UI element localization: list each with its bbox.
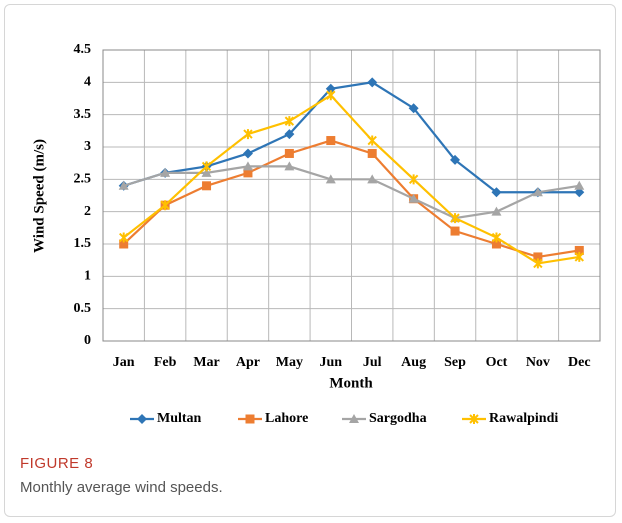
marker: [469, 414, 479, 424]
y-axis-label: Wind Speed (m/s): [31, 139, 47, 253]
marker: [450, 213, 460, 224]
figure-label: FIGURE 8: [20, 455, 94, 472]
marker: [533, 252, 543, 262]
y-tick-label: 1: [84, 269, 91, 284]
marker: [450, 226, 460, 236]
y-tick-label: 0: [84, 333, 91, 348]
figure-caption: Monthly average wind speeds.: [20, 479, 223, 496]
y-tick-label: 4: [84, 75, 91, 90]
marker: [325, 83, 336, 94]
x-tick-label: Aug: [401, 355, 426, 370]
marker: [245, 414, 255, 424]
marker: [450, 154, 461, 165]
x-axis-label: Month: [329, 375, 373, 391]
marker: [201, 161, 212, 172]
marker: [325, 174, 336, 184]
marker: [491, 232, 502, 243]
marker: [284, 161, 295, 171]
figure-card: [4, 4, 616, 517]
x-tick-label: Jun: [320, 355, 343, 370]
marker: [408, 193, 419, 203]
legend-label: Rawalpindi: [489, 411, 558, 426]
marker: [574, 245, 584, 255]
x-tick-label: Feb: [154, 355, 177, 370]
x-tick-label: Jan: [113, 355, 135, 370]
x-tick-label: Apr: [236, 355, 260, 370]
y-tick-label: 2: [84, 204, 91, 219]
marker: [491, 206, 502, 216]
marker: [326, 136, 336, 146]
y-tick-label: 4.5: [74, 42, 92, 57]
marker: [574, 251, 584, 262]
x-tick-label: Jul: [363, 355, 382, 370]
marker: [532, 187, 543, 197]
marker: [118, 180, 129, 190]
marker: [574, 180, 585, 190]
marker: [284, 116, 295, 127]
marker: [349, 414, 359, 423]
legend-label: Lahore: [265, 411, 308, 426]
legend-label: Multan: [157, 411, 202, 426]
y-tick-label: 1.5: [74, 236, 92, 251]
marker: [137, 414, 147, 424]
marker: [119, 239, 129, 249]
x-tick-label: May: [276, 355, 303, 370]
x-tick-label: Nov: [526, 355, 550, 370]
y-tick-label: 3.5: [74, 107, 92, 122]
series-line: [123, 81, 580, 194]
marker: [326, 90, 336, 101]
marker: [491, 239, 501, 249]
marker: [119, 232, 129, 243]
y-tick-label: 2.5: [74, 172, 92, 187]
chart: Wind Speed (m/s) Month 0 0.5 1 1.5 2 2.5 3 3.5 4…: [31, 42, 601, 426]
marker: [367, 135, 377, 146]
x-tick-label: Mar: [193, 355, 219, 370]
marker: [284, 148, 294, 158]
marker: [243, 168, 253, 178]
marker: [408, 103, 419, 114]
x-tick-label: Oct: [486, 355, 508, 370]
marker: [201, 167, 212, 177]
marker: [367, 174, 378, 184]
marker: [202, 181, 212, 191]
marker: [367, 148, 377, 158]
y-tick-label: 3: [84, 139, 91, 154]
marker: [160, 167, 171, 177]
marker: [408, 174, 419, 185]
marker: [242, 161, 253, 171]
marker: [284, 129, 295, 140]
legend-label: Sargodha: [369, 411, 427, 426]
marker: [533, 258, 543, 269]
x-tick-label: Sep: [444, 355, 466, 370]
series-line: [122, 139, 580, 259]
y-tick-label: 0.5: [74, 301, 92, 316]
x-tick-label: Dec: [568, 355, 591, 370]
marker: [243, 129, 253, 140]
series-line: [123, 93, 580, 265]
marker: [491, 187, 502, 198]
marker: [242, 148, 253, 159]
marker: [160, 200, 170, 211]
plot-border: [102, 49, 601, 342]
marker: [367, 77, 378, 88]
